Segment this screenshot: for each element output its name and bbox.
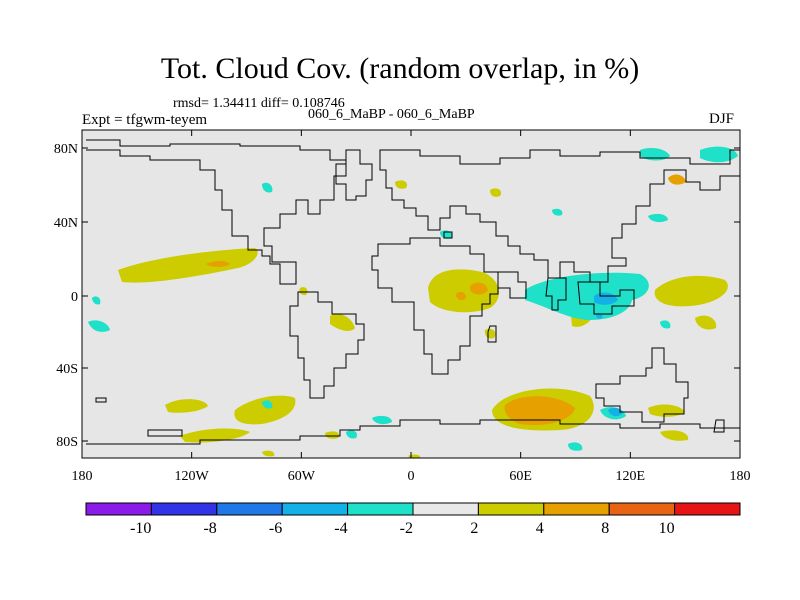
australia-coast — [595, 347, 689, 423]
experiment-label: Expt = tfgwm-teyem — [82, 112, 208, 128]
europe-asia-coast — [379, 149, 741, 283]
colorbar-label: -10 — [130, 520, 151, 537]
patch-positive — [180, 428, 250, 443]
colorbar-label: -2 — [400, 520, 413, 537]
patch-positive — [660, 430, 689, 441]
antarctica-coast — [86, 419, 740, 445]
lon-label: 180 — [72, 469, 93, 484]
patch-negative — [92, 296, 101, 305]
greenland-coast — [335, 149, 373, 201]
small-island — [95, 397, 107, 403]
longitude-axis: 180 120W 60W 0 60E 120E 180 — [72, 130, 751, 484]
patch-positive — [299, 287, 308, 296]
patch-positive — [428, 269, 499, 313]
patch-negative — [660, 320, 671, 329]
lon-label: 120E — [616, 469, 646, 484]
patch-positive-strong — [668, 174, 686, 185]
colorbar-swatch — [543, 502, 610, 516]
lat-label: 80S — [56, 435, 78, 450]
lat-label: 80N — [54, 142, 78, 157]
patch-negative — [88, 320, 110, 332]
patch-positive — [654, 275, 728, 307]
colorbar-label: 4 — [536, 520, 544, 537]
patch-negative — [640, 148, 670, 161]
patch-positive — [695, 315, 717, 330]
patch-negative — [372, 415, 392, 425]
lat-label: 40N — [54, 216, 78, 231]
latitude-axis: 80N 40N 0 40S 80S — [54, 142, 740, 450]
lon-label: 60E — [509, 469, 532, 484]
south-america-coast — [289, 291, 365, 399]
difference-patches — [88, 146, 738, 459]
coastlines — [86, 139, 741, 445]
patch-negative — [700, 146, 738, 163]
se-asia-coast — [577, 281, 635, 315]
patch-positive — [262, 450, 275, 457]
arabia-coast — [498, 271, 527, 299]
india-coast — [545, 277, 567, 311]
lat-label: 40S — [56, 362, 78, 377]
colorbar-label: 10 — [659, 520, 675, 537]
colorbar-swatch — [150, 502, 218, 516]
patch-negative — [648, 213, 668, 223]
patch-positive — [234, 395, 296, 425]
patch-positive — [484, 328, 496, 339]
chart-title: Tot. Cloud Cov. (random overlap, in %) — [160, 52, 640, 85]
subtitle: 060_6_MaBP - 060_6_MaBP — [308, 107, 475, 122]
north-america-coast — [86, 139, 347, 285]
colorbar: -10 -8 -6 -4 -2 2 4 8 10 — [85, 502, 741, 537]
patch-positive — [118, 248, 258, 283]
colorbar-swatch — [412, 502, 479, 516]
patch-negative — [262, 182, 273, 193]
colorbar-label: 8 — [601, 520, 609, 537]
colorbar-label: 2 — [470, 520, 478, 537]
patch-negative-strong — [596, 313, 603, 319]
stats-text: rmsd= 1.34411 diff= 0.108746 — [173, 96, 345, 111]
colorbar-swatch — [85, 502, 152, 516]
patch-positive-strong — [206, 261, 230, 267]
patch-negative — [568, 442, 583, 451]
patch-positive — [325, 431, 340, 439]
colorbar-label: -6 — [269, 520, 282, 537]
colorbar-label: -4 — [334, 520, 347, 537]
patch-positive-strong — [456, 291, 466, 301]
patch-positive — [490, 188, 502, 197]
patch-positive-strong — [470, 282, 488, 295]
colorbar-swatch — [216, 502, 283, 516]
colorbar-swatch — [347, 502, 414, 516]
lon-label: 60W — [288, 469, 316, 484]
lon-label: 0 — [408, 469, 415, 484]
colorbar-swatch — [477, 502, 545, 516]
colorbar-swatch — [674, 502, 741, 516]
patch-positive — [165, 399, 208, 413]
africa-coast — [371, 237, 499, 375]
patch-positive — [330, 313, 355, 331]
lon-label: 120W — [175, 469, 210, 484]
colorbar-label: -8 — [203, 520, 216, 537]
patch-negative — [346, 430, 358, 439]
madagascar-coast — [487, 325, 497, 343]
colorbar-swatch — [608, 502, 676, 516]
patch-negative-strong — [608, 407, 622, 417]
patch-positive — [395, 180, 408, 189]
patch-positive-strong — [504, 396, 575, 426]
small-island — [443, 231, 453, 239]
patch-negative — [525, 272, 649, 320]
lat-label: 0 — [71, 290, 78, 305]
antarctic-peninsula — [147, 429, 183, 437]
patch-negative — [262, 400, 273, 409]
season-label: DJF — [709, 111, 735, 127]
lon-label: 180 — [730, 469, 751, 484]
colorbar-swatch — [281, 502, 349, 516]
patch-negative — [552, 208, 563, 216]
